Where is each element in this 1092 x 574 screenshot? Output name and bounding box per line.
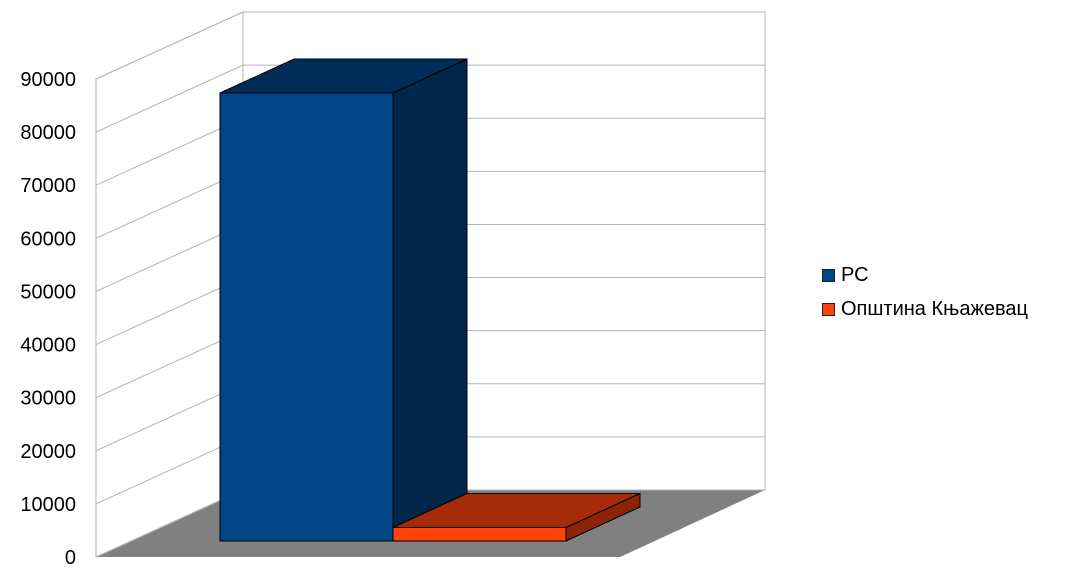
legend-label: РС (841, 263, 869, 286)
y-tick-label: 70000 (20, 175, 76, 197)
bar (219, 92, 394, 542)
y-tick-label: 0 (65, 547, 76, 569)
y-tick-label: 40000 (20, 335, 76, 357)
y-tick-label: 30000 (20, 388, 76, 410)
gridline (95, 277, 244, 346)
gridline (95, 11, 244, 80)
bar-side (392, 58, 468, 542)
gridline (95, 330, 244, 399)
gridline (95, 436, 244, 505)
legend: РС Општина Књажевац (822, 258, 1028, 326)
gridline (95, 223, 244, 292)
bar (392, 526, 567, 542)
gridline (95, 64, 244, 133)
gridline (95, 117, 244, 186)
gridline (95, 383, 244, 452)
legend-item: РС (822, 258, 1028, 292)
y-tick-label: 20000 (20, 441, 76, 463)
legend-swatch (822, 268, 835, 282)
y-tick-label: 90000 (20, 69, 76, 91)
y-tick-label: 10000 (20, 494, 76, 516)
y-tick-label: 60000 (20, 228, 76, 250)
y-tick-label: 80000 (20, 122, 76, 144)
legend-label: Општина Књажевац (841, 297, 1028, 320)
legend-swatch (822, 302, 835, 316)
gridline (95, 489, 244, 558)
y-tick-label: 50000 (20, 281, 76, 303)
gridline (95, 170, 244, 239)
legend-item: Општина Књажевац (822, 292, 1028, 326)
